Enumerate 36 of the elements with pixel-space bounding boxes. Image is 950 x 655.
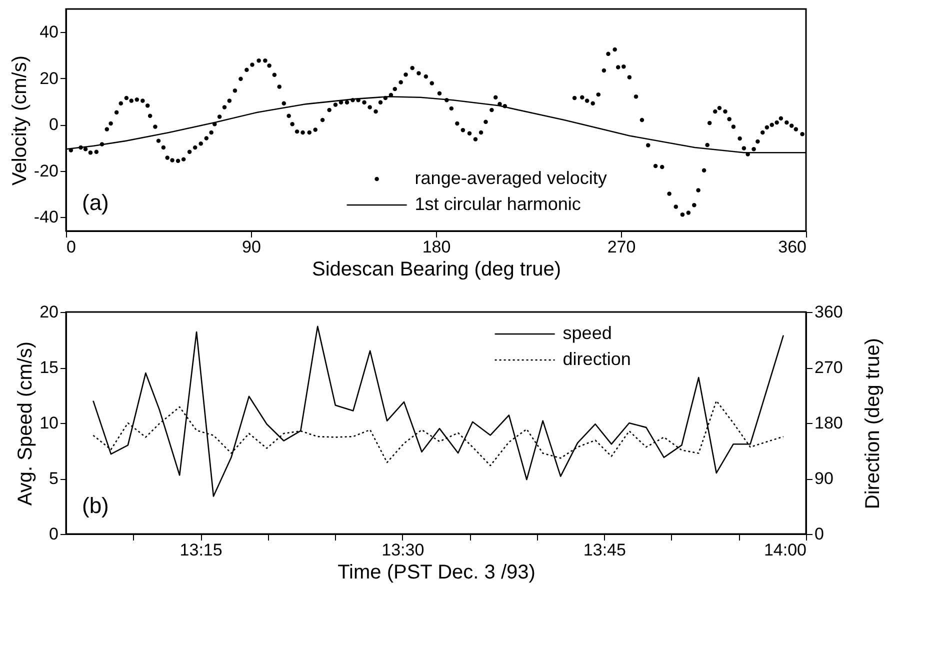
y-axis-title: Velocity (cm/s)	[8, 55, 31, 186]
x-tick-label: 360	[778, 238, 806, 256]
x-tick-label: 13:30	[382, 540, 424, 560]
y-tick-label: -20	[34, 161, 58, 180]
legend-label: speed	[562, 323, 612, 343]
x-tick-label: 14:00	[764, 540, 806, 560]
y-tick-label: 20	[40, 302, 58, 322]
x-tick-label: 13:45	[583, 540, 626, 560]
annotation: (b)	[82, 493, 109, 518]
y2-axis-title: Direction (deg true)	[862, 338, 884, 510]
y-tick-label: 40	[40, 22, 58, 42]
y-tick-label: 10	[40, 414, 58, 432]
x-tick-label: 0	[66, 238, 76, 256]
legend-label: 1st circular harmonic	[414, 194, 581, 214]
x-axis-title: Sidescan Bearing (deg true)	[312, 258, 562, 280]
y2-tick-label: 270	[814, 358, 843, 377]
x-tick-label: 90	[242, 238, 261, 256]
y-tick-label: 0	[49, 115, 58, 134]
legend-label: direction	[562, 349, 631, 369]
y-tick-label: 5	[49, 469, 58, 488]
x-axis-title: Time (PST Dec. 3 /93)	[338, 562, 536, 584]
annotation: (a)	[82, 190, 109, 215]
x-tick-label: 180	[422, 238, 451, 256]
y-tick-label: 20	[40, 68, 58, 88]
y2-tick-label: 360	[814, 302, 843, 322]
y-axis-title: Avg. Speed (cm/s)	[14, 341, 37, 506]
y2-tick-label: 180	[814, 414, 843, 432]
y2-tick-label: 0	[814, 524, 824, 544]
x-tick-label: 270	[607, 238, 636, 256]
y-tick-label: -40	[34, 208, 58, 227]
x-tick-label: 13:15	[180, 540, 222, 560]
line-series	[92, 326, 784, 497]
y-tick-label: 15	[40, 358, 58, 377]
y2-tick-label: 90	[814, 469, 834, 488]
legend-label: range-averaged velocity	[414, 168, 607, 188]
y-tick-label: 0	[49, 524, 58, 544]
